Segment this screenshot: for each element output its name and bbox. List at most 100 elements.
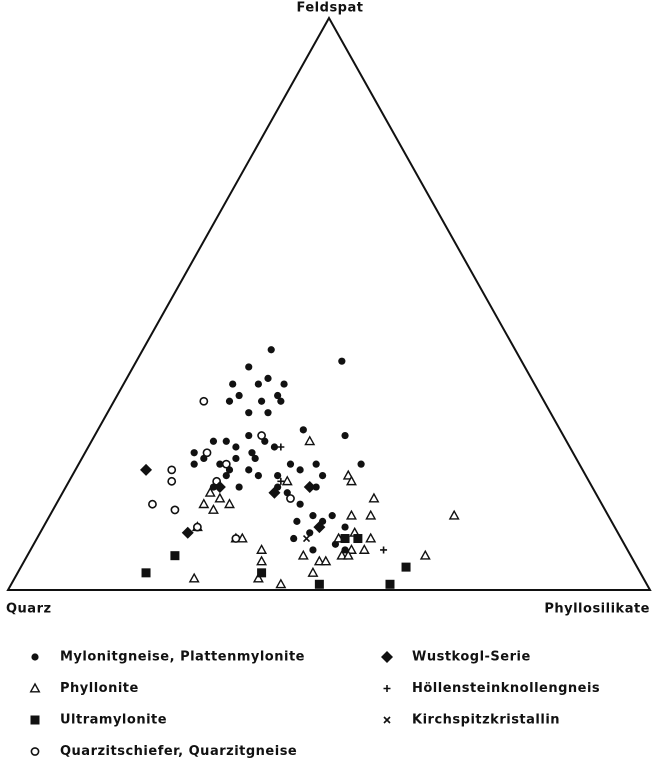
- data-point: [304, 435, 316, 446]
- left-label: Quarz: [6, 602, 52, 617]
- legend-label: Phyllonite: [60, 681, 139, 696]
- data-point: [357, 460, 365, 468]
- data-point: [270, 443, 279, 451]
- data-point: [336, 549, 348, 560]
- data-point: [204, 486, 216, 497]
- data-point: [232, 454, 240, 463]
- data-point: [245, 409, 253, 417]
- data-point: [256, 544, 268, 554]
- data-point: [225, 397, 234, 405]
- data-point: [303, 481, 316, 494]
- legend-label: Quarzitschiefer, Quarzitgneise: [60, 744, 297, 759]
- data-point: [170, 551, 180, 561]
- data-point: [254, 380, 262, 388]
- data-point: [312, 460, 320, 468]
- legend-symbol: [30, 747, 40, 756]
- data-point: [368, 492, 380, 503]
- data-point: [274, 472, 282, 480]
- data-point: [222, 472, 230, 480]
- legend-label: Kirchspitzkristallin: [412, 713, 560, 728]
- data-point: [235, 483, 243, 491]
- data-point: [235, 391, 243, 400]
- data-point: [192, 522, 202, 532]
- data-point: [313, 521, 326, 534]
- top-label: Feldspat: [297, 1, 364, 16]
- data-point: [264, 374, 272, 382]
- data-point: [380, 546, 388, 554]
- data-point: [281, 475, 293, 486]
- data-point: [252, 572, 264, 583]
- data-point: [232, 443, 240, 451]
- data-point: [296, 500, 304, 508]
- data-point: [222, 437, 230, 445]
- data-point: [302, 534, 311, 543]
- data-point: [245, 363, 253, 371]
- data-point: [254, 472, 262, 480]
- data-point: [167, 465, 177, 475]
- data-point: [358, 544, 370, 554]
- data-point: [293, 517, 301, 525]
- data-point: [141, 568, 151, 578]
- data-point: [277, 397, 285, 405]
- data-point: [296, 466, 304, 474]
- data-point: [267, 346, 275, 354]
- data-point: [365, 509, 377, 520]
- data-point: [328, 512, 336, 520]
- legend-symbol: [383, 716, 391, 724]
- legend-label: Ultramylonite: [60, 713, 167, 728]
- data-point: [345, 544, 357, 554]
- data-point: [245, 466, 253, 474]
- data-point: [207, 503, 219, 514]
- data-point: [340, 534, 350, 544]
- data-point: [229, 380, 237, 388]
- data-point: [264, 409, 272, 417]
- data-point: [401, 562, 411, 572]
- legend-symbol: [381, 651, 393, 663]
- data-point: [280, 380, 288, 388]
- data-point: [257, 568, 267, 578]
- data-point: [286, 494, 295, 503]
- data-point: [309, 512, 317, 520]
- data-point: [448, 509, 460, 520]
- ternary-frame: [6, 15, 652, 591]
- data-point: [306, 529, 314, 537]
- legend-symbol: [383, 685, 391, 692]
- data-point: [202, 448, 212, 458]
- legend-symbol: [31, 653, 39, 661]
- data-point: [198, 498, 210, 509]
- data-point: [216, 460, 224, 468]
- data-point: [256, 555, 268, 566]
- data-point: [199, 396, 209, 406]
- data-point: [274, 391, 282, 400]
- data-point: [257, 397, 266, 405]
- data-point: [248, 449, 256, 457]
- data-point: [167, 476, 177, 486]
- data-point: [313, 555, 325, 566]
- data-point: [320, 555, 332, 566]
- data-point: [188, 572, 200, 583]
- data-point: [275, 578, 287, 589]
- data-point: [221, 459, 231, 469]
- data-point: [209, 437, 218, 445]
- data-point: [307, 566, 319, 577]
- data-point: [213, 481, 226, 494]
- data-point: [365, 532, 377, 543]
- data-point: [338, 357, 346, 365]
- data-point: [290, 534, 298, 543]
- data-point: [245, 431, 253, 440]
- data-point: [214, 492, 226, 503]
- data-point: [286, 460, 295, 468]
- data-point: [353, 534, 363, 544]
- data-point: [341, 523, 349, 531]
- data-point: [257, 431, 266, 440]
- right-label: Phyllosilikate: [544, 602, 650, 617]
- data-point: [224, 498, 235, 509]
- legend-label: Mylonitgneise, Plattenmylonite: [60, 650, 305, 665]
- data-point: [268, 486, 281, 499]
- data-point: [419, 549, 431, 560]
- data-point: [170, 505, 180, 515]
- legend-symbol: [30, 715, 40, 725]
- data-point: [345, 475, 357, 486]
